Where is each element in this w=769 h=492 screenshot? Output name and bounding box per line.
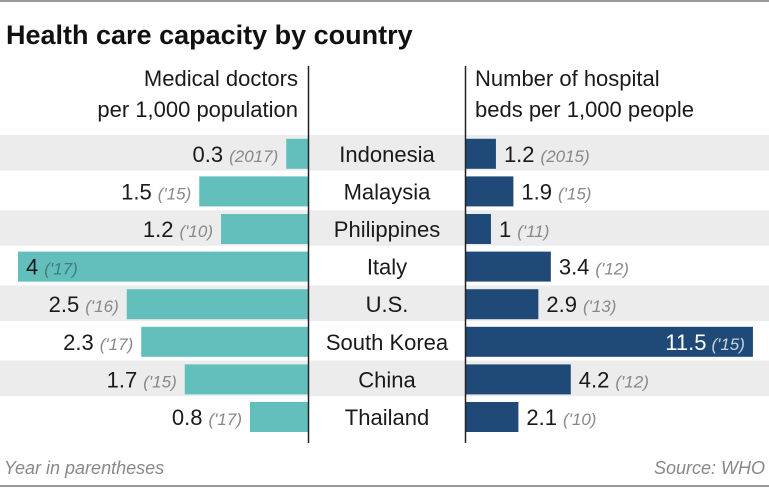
category-label: U.S. xyxy=(366,292,409,317)
category-label: China xyxy=(358,367,416,392)
beds-year-label: ('12) xyxy=(595,260,628,279)
beds-year-label: ('10) xyxy=(563,410,596,429)
doctors-year-label: ('10) xyxy=(180,222,213,241)
source: Source: WHO xyxy=(654,458,765,478)
beds-year-label: ('12) xyxy=(615,372,648,391)
beds-value-label: 1.9 xyxy=(521,179,552,204)
doctors-bar xyxy=(199,176,308,207)
doctors-value-label: 1.5 xyxy=(121,179,152,204)
right-header-line1: Number of hospital xyxy=(475,66,660,91)
footnote: Year in parentheses xyxy=(4,458,164,478)
doctors-bar xyxy=(184,364,308,395)
doctors-value-label: 1.7 xyxy=(107,367,138,392)
beds-value-label: 2.9 xyxy=(546,292,577,317)
category-label: Indonesia xyxy=(339,142,435,167)
left-header-line1: Medical doctors xyxy=(144,66,298,91)
doctors-year-label: ('15) xyxy=(158,184,191,203)
doctors-bar xyxy=(250,402,308,432)
doctors-value-label: 2.5 xyxy=(49,292,80,317)
category-label: Italy xyxy=(367,255,407,280)
beds-bar xyxy=(466,214,491,244)
doctors-year-label: ('17) xyxy=(44,260,77,279)
right-header-line2: beds per 1,000 people xyxy=(475,97,694,122)
doctors-bar xyxy=(286,138,308,169)
beds-value-label: 2.1 xyxy=(526,405,557,430)
doctors-value-label: 0.3 xyxy=(193,142,224,167)
left-header-line2: per 1,000 population xyxy=(97,97,298,122)
doctors-year-label: ('17) xyxy=(100,335,133,354)
doctors-bar xyxy=(126,289,308,320)
category-label: Philippines xyxy=(334,217,440,242)
beds-bar xyxy=(466,289,539,320)
beds-value-label: 4.2 xyxy=(579,367,610,392)
doctors-year-label: (2017) xyxy=(229,147,278,166)
doctors-bar xyxy=(221,214,308,244)
beds-value-label: 1.2 xyxy=(504,142,535,167)
beds-year-label: ('11) xyxy=(517,222,549,241)
category-label: South Korea xyxy=(326,330,449,355)
doctors-value-label: 2.3 xyxy=(63,330,94,355)
beds-value-label: 3.4 xyxy=(559,255,590,280)
beds-bar xyxy=(466,176,514,207)
beds-year-label: ('15) xyxy=(711,335,744,354)
row-band xyxy=(0,135,769,171)
beds-year-label: (2015) xyxy=(541,147,590,166)
beds-bar xyxy=(466,364,571,395)
doctors-value-label: 1.2 xyxy=(143,217,174,242)
beds-value-label: 11.5 xyxy=(665,330,706,355)
category-label: Thailand xyxy=(345,405,429,430)
beds-bar xyxy=(466,402,519,432)
doctors-value-label: 0.8 xyxy=(172,405,203,430)
doctors-year-label: ('15) xyxy=(143,372,176,391)
doctors-year-label: ('16) xyxy=(85,297,118,316)
doctors-value-label: 4 xyxy=(26,255,38,280)
row-band xyxy=(0,210,769,246)
beds-bar xyxy=(466,326,753,357)
doctors-bar xyxy=(141,326,308,357)
beds-bar xyxy=(466,138,496,169)
beds-bar xyxy=(466,251,551,282)
beds-value-label: 1 xyxy=(499,217,511,242)
chart-title: Health care capacity by country xyxy=(6,20,413,50)
category-label: Malaysia xyxy=(344,179,432,204)
doctors-bar xyxy=(18,251,308,282)
beds-year-label: ('13) xyxy=(583,297,616,316)
doctors-year-label: ('17) xyxy=(209,410,242,429)
beds-year-label: ('15) xyxy=(558,184,591,203)
row-band xyxy=(0,360,769,397)
